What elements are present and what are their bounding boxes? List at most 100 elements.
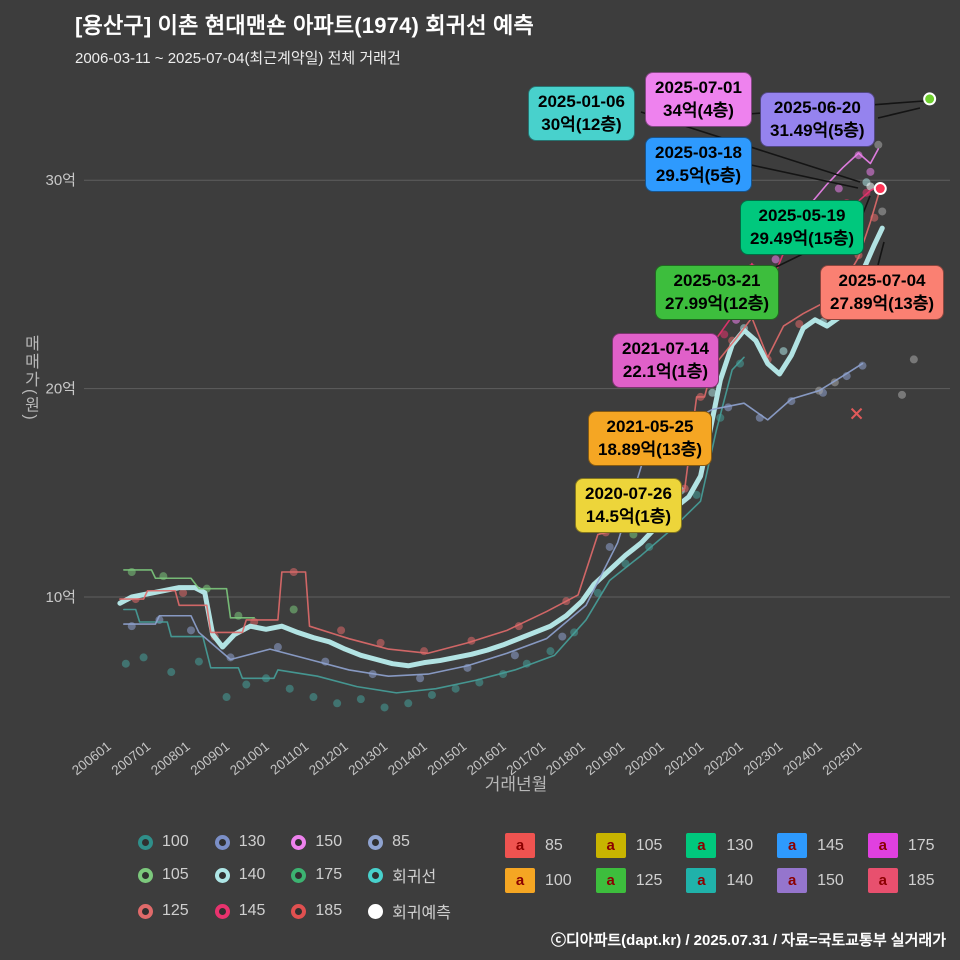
x-tick-label: 200601	[69, 739, 114, 779]
x-tick-label: 202301	[741, 739, 786, 779]
page-title: [용산구] 이촌 현대맨숀 아파트(1974) 회귀선 예측	[75, 13, 534, 38]
legend-label: 130	[726, 836, 754, 854]
x-tick-label: 202201	[701, 739, 746, 779]
legend-item-100[interactable]: 100	[138, 833, 189, 851]
legend-label: 150	[315, 833, 343, 850]
legend-marker-icon	[138, 867, 153, 883]
x-axis-label: 거래년월	[485, 775, 548, 794]
legend-label: 140	[238, 866, 266, 883]
y-tick-label: 30억	[46, 172, 77, 189]
legend-label: 85	[545, 836, 563, 854]
x-tick-label: 202401	[780, 739, 825, 779]
color-swatch: a	[867, 833, 898, 858]
color-swatch: a	[686, 868, 717, 893]
color-swatch: a	[686, 833, 717, 858]
legend-item-175[interactable]: 175	[291, 863, 342, 887]
price-chart: 30억20억10억2006012007012008012009012010012…	[22, 92, 950, 794]
legend-marker-icon	[368, 834, 384, 850]
legend-marker-icon	[291, 834, 307, 850]
x-tick-label: 200701	[109, 739, 154, 779]
legend-label: 105	[162, 866, 189, 883]
legend-marker-icon	[291, 867, 307, 883]
annotation-legend: a 85 a 105 a 130 a 145 a 175 a 100 a 125 a 140 a 150 a 185	[505, 833, 935, 893]
color-legend-item-85[interactable]: a 85	[505, 833, 572, 858]
legend-label: 175	[315, 866, 343, 883]
x-tick-label: 201601	[464, 739, 509, 779]
legend-label: 125	[162, 902, 189, 919]
legend-item-130[interactable]: 130	[214, 833, 266, 851]
legend-item-150[interactable]: 150	[291, 833, 342, 851]
x-tick-label: 202501	[820, 739, 865, 779]
legend-label: 140	[726, 871, 754, 889]
legend-item-125[interactable]: 125	[138, 899, 189, 923]
x-tick-label: 200801	[148, 739, 193, 779]
color-legend-item-130[interactable]: a 130	[686, 833, 753, 858]
x-tick-label: 200901	[188, 739, 233, 779]
color-swatch: a	[595, 868, 626, 893]
legend-label: 회귀예측	[392, 905, 451, 922]
color-legend-item-150[interactable]: a 150	[777, 868, 844, 893]
legend-label: 회귀선	[392, 869, 437, 886]
color-legend-item-145[interactable]: a 145	[777, 833, 844, 858]
legend-marker-icon	[138, 834, 153, 850]
legend-item-85[interactable]: 85	[368, 833, 451, 851]
legend-label: 175	[907, 836, 935, 854]
legend-marker-icon	[214, 867, 230, 883]
y-tick-label: 10억	[46, 589, 77, 606]
x-tick-label: 201901	[583, 739, 628, 779]
legend-label: 105	[635, 836, 663, 854]
series-legend: 100 130 150 85 105 140 175 회귀선 125 145 185 회귀예측	[138, 833, 451, 923]
legend-item-145[interactable]: 145	[214, 899, 266, 923]
x-tick-label: 201201	[306, 739, 351, 779]
y-axis-label: 매매가(원)	[22, 335, 40, 422]
legend-label: 125	[635, 871, 663, 889]
legend-item-회귀예측[interactable]: 회귀예측	[368, 899, 451, 923]
legend-label: 100	[545, 871, 572, 889]
legend-label: 85	[392, 833, 410, 850]
legend-marker-icon	[368, 867, 384, 883]
color-swatch: a	[595, 833, 626, 858]
legend-marker-icon	[368, 903, 384, 919]
legend-label: 150	[817, 871, 844, 889]
legend-label: 185	[907, 871, 935, 889]
x-axis: 2006012007012008012009012010012011012012…	[69, 739, 864, 779]
color-legend-item-105[interactable]: a 105	[595, 833, 663, 858]
legend-marker-icon	[291, 903, 307, 919]
legend-marker-icon	[214, 834, 230, 850]
prediction-marker	[923, 92, 937, 106]
x-tick-label: 202101	[662, 739, 707, 779]
legend-marker-icon	[214, 903, 230, 919]
prediction-marker	[873, 182, 887, 196]
scatter-points	[121, 140, 918, 712]
legend-item-회귀선[interactable]: 회귀선	[368, 863, 451, 887]
color-legend-item-185[interactable]: a 185	[867, 868, 935, 893]
legend-marker-icon	[138, 903, 153, 919]
color-legend-item-100[interactable]: a 100	[505, 868, 572, 893]
x-tick-label: 201401	[385, 739, 430, 779]
legend-item-105[interactable]: 105	[138, 863, 189, 887]
color-swatch: a	[777, 833, 808, 858]
x-marker	[850, 407, 863, 420]
color-swatch: a	[505, 833, 535, 858]
x-tick-label: 201801	[543, 739, 588, 779]
x-tick-label: 201001	[227, 739, 272, 779]
page-subtitle: 2006-03-11 ~ 2025-07-04(최근계약일) 전체 거래건	[75, 50, 401, 67]
x-tick-label: 202001	[622, 739, 667, 779]
x-tick-label: 201501	[425, 739, 470, 779]
legend-item-140[interactable]: 140	[214, 863, 266, 887]
color-legend-item-175[interactable]: a 175	[867, 833, 935, 858]
color-swatch: a	[505, 868, 535, 893]
legend-label: 185	[315, 902, 343, 919]
color-legend-item-125[interactable]: a 125	[595, 868, 663, 893]
x-tick-label: 201101	[267, 739, 311, 778]
legend-label: 100	[162, 833, 189, 850]
chart-header: [용산구] 이촌 현대맨숀 아파트(1974) 회귀선 예측 2006-03-1…	[75, 8, 534, 68]
color-swatch: a	[867, 868, 898, 893]
legend-label: 145	[238, 902, 266, 919]
legend-label: 130	[238, 833, 266, 850]
legend-item-185[interactable]: 185	[291, 899, 342, 923]
y-tick-label: 20억	[46, 381, 77, 398]
color-legend-item-140[interactable]: a 140	[686, 868, 753, 893]
legend-label: 145	[817, 836, 844, 854]
